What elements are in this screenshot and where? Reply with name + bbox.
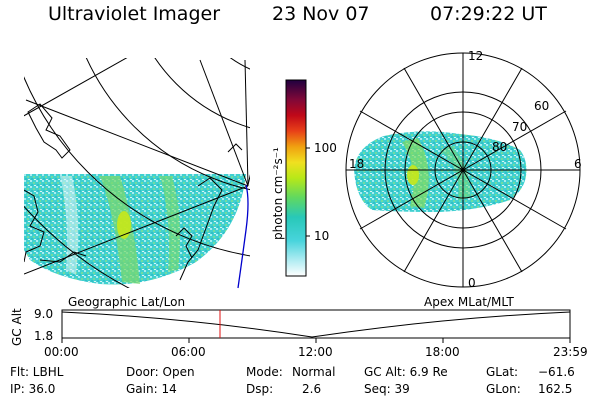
geographic-image-panel: [24, 58, 250, 289]
time-label: 07:29:22 UT: [430, 3, 547, 25]
date-label: 23 Nov 07: [272, 3, 370, 25]
polar-panel: [345, 52, 581, 288]
mlat-label-80: 80: [492, 140, 508, 154]
left-panel-caption: Geographic Lat/Lon: [68, 295, 186, 309]
time-tick-0600: 06:00: [171, 345, 206, 359]
instrument-title: Ultraviolet Imager: [48, 3, 221, 25]
colorbar: [285, 79, 310, 277]
glat-label: GLat:: [486, 365, 519, 379]
mode-label: Mode:: [246, 365, 283, 379]
colorbar-unit-label: photon cm⁻²s⁻¹: [271, 147, 285, 240]
alt-tick-9: 9.0: [34, 307, 54, 321]
time-tick-1800: 18:00: [425, 345, 460, 359]
gc-alt-info: GC Alt: 6.9 Re: [364, 365, 448, 379]
gain-info: Gain: 14: [126, 382, 177, 396]
time-tick-2359: 23:59: [553, 345, 588, 359]
dsp-value: 2.6: [302, 382, 322, 396]
glat-value: −61.6: [538, 365, 575, 379]
time-tick-0000: 00:00: [44, 345, 79, 359]
mode-value: Normal: [292, 365, 336, 379]
mlt-label-0: 0: [468, 276, 476, 290]
ip-info: IP: 36.0: [10, 382, 56, 396]
filter-info: Flt: LBHL: [10, 365, 64, 379]
alt-tick-1-8: 1.8: [34, 329, 54, 343]
colorbar-tick-10: 10: [314, 229, 330, 243]
colorbar-tick-100: 100: [314, 141, 337, 155]
mlt-label-6: 6: [574, 157, 582, 171]
seq-info: Seq: 39: [364, 382, 410, 396]
dsp-label: Dsp:: [246, 382, 274, 396]
mlt-label-12: 12: [468, 49, 484, 63]
altitude-strip: [61, 309, 571, 343]
gc-alt-axis-label: GC Alt: [10, 308, 24, 346]
time-tick-1200: 12:00: [298, 345, 333, 359]
glon-label: GLon:: [486, 382, 521, 396]
mlt-label-18: 18: [349, 157, 365, 171]
glon-value: 162.5: [538, 382, 573, 396]
mlat-label-70: 70: [512, 120, 528, 134]
right-panel-caption: Apex MLat/MLT: [424, 295, 514, 309]
mlat-label-60: 60: [534, 99, 550, 113]
door-info: Door: Open: [126, 365, 195, 379]
